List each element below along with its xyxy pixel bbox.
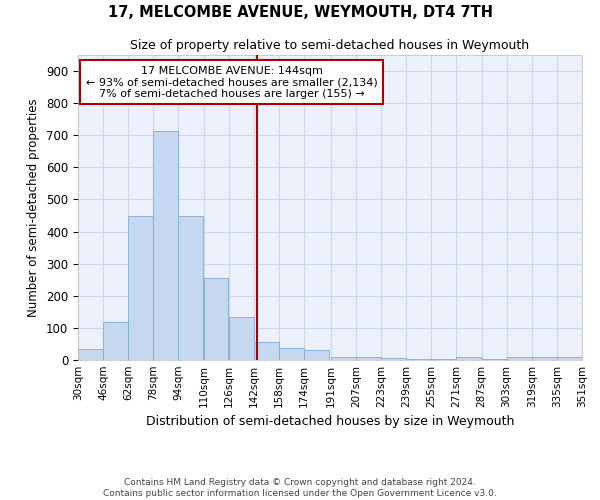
Bar <box>178 216 203 360</box>
Bar <box>304 350 329 360</box>
Bar <box>128 216 153 360</box>
Bar <box>203 278 229 360</box>
Bar <box>356 358 381 360</box>
Bar <box>279 348 304 360</box>
Bar <box>229 316 254 360</box>
Bar <box>532 358 557 360</box>
Bar <box>103 322 128 360</box>
Bar <box>154 132 178 360</box>
Bar <box>381 358 406 360</box>
Bar <box>506 358 532 360</box>
Bar <box>331 357 356 360</box>
Bar <box>557 358 582 360</box>
Text: Contains HM Land Registry data © Crown copyright and database right 2024.
Contai: Contains HM Land Registry data © Crown c… <box>103 478 497 498</box>
X-axis label: Distribution of semi-detached houses by size in Weymouth: Distribution of semi-detached houses by … <box>146 416 514 428</box>
Bar <box>78 349 103 360</box>
Bar <box>457 358 481 360</box>
Title: Size of property relative to semi-detached houses in Weymouth: Size of property relative to semi-detach… <box>130 40 530 52</box>
Y-axis label: Number of semi-detached properties: Number of semi-detached properties <box>28 98 40 317</box>
Text: 17 MELCOMBE AVENUE: 144sqm
← 93% of semi-detached houses are smaller (2,134)
7% : 17 MELCOMBE AVENUE: 144sqm ← 93% of semi… <box>86 66 377 99</box>
Text: 17, MELCOMBE AVENUE, WEYMOUTH, DT4 7TH: 17, MELCOMBE AVENUE, WEYMOUTH, DT4 7TH <box>107 5 493 20</box>
Bar <box>254 342 279 360</box>
